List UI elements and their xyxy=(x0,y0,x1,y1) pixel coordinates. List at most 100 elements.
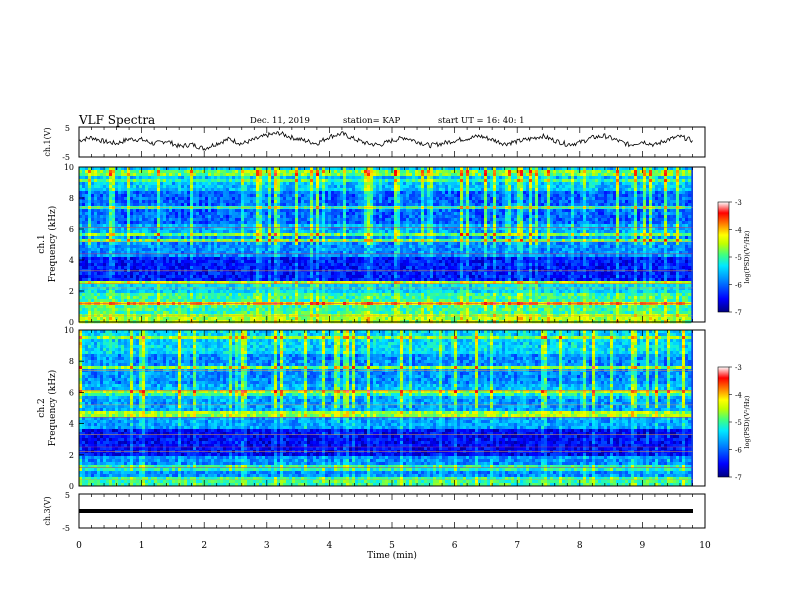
spectrogram-cell xyxy=(175,224,178,227)
spectrogram-cell xyxy=(607,212,610,215)
spectrogram-cell xyxy=(109,218,112,221)
spectrogram-cell xyxy=(652,218,655,221)
spectrogram-cell xyxy=(415,209,418,212)
spectrogram-cell xyxy=(394,170,397,173)
spectrogram-cell xyxy=(451,233,454,236)
spectrogram-cell xyxy=(88,182,91,185)
spectrogram-cell xyxy=(550,224,553,227)
spectrogram-cell xyxy=(625,182,628,185)
spectrogram-cell xyxy=(232,194,235,197)
spectrogram-cell xyxy=(565,209,568,212)
spectrogram-cell xyxy=(184,197,187,200)
spectrogram-cell xyxy=(637,206,640,209)
spectrogram-cell xyxy=(613,221,616,224)
spectrogram-cell xyxy=(574,230,577,233)
spectrogram-cell xyxy=(514,176,517,179)
spectrogram-cell xyxy=(322,218,325,221)
spectrogram-cell xyxy=(613,182,616,185)
spectrogram-cell xyxy=(400,191,403,194)
spectrogram-cell xyxy=(82,212,85,215)
spectrogram-cell xyxy=(466,173,469,176)
spectrogram-cell xyxy=(505,230,508,233)
spectrogram-cell xyxy=(628,185,631,188)
spectrogram-cell xyxy=(316,176,319,179)
spectrogram-cell xyxy=(637,203,640,206)
spectrogram-cell xyxy=(457,212,460,215)
spectrogram-cell xyxy=(313,206,316,209)
spectrogram-cell xyxy=(358,212,361,215)
spectrogram-cell xyxy=(274,221,277,224)
spectrogram-cell xyxy=(550,197,553,200)
spectrogram-cell xyxy=(172,170,175,173)
spectrogram-cell xyxy=(490,194,493,197)
spectrogram-cell xyxy=(208,224,211,227)
spectrogram-cell xyxy=(340,224,343,227)
spectrogram-cell xyxy=(460,182,463,185)
spectrogram-cell xyxy=(226,173,229,176)
spectrogram-cell xyxy=(397,188,400,191)
spectrogram-cell xyxy=(562,209,565,212)
spectrogram-cell xyxy=(91,179,94,182)
spectrogram-cell xyxy=(301,209,304,212)
spectrogram-cell xyxy=(247,224,250,227)
spectrogram-cell xyxy=(349,197,352,200)
spectrogram-cell xyxy=(523,236,526,239)
spectrogram-cell xyxy=(343,194,346,197)
spectrogram-cell xyxy=(421,212,424,215)
spectrogram-cell xyxy=(523,188,526,191)
spectrogram-cell xyxy=(544,179,547,182)
spectrogram-cell xyxy=(133,185,136,188)
spectrogram-cell xyxy=(169,179,172,182)
spectrogram-cell xyxy=(154,233,157,236)
spectrogram-cell xyxy=(658,197,661,200)
spectrogram-cell xyxy=(433,170,436,173)
spectrogram-cell xyxy=(268,212,271,215)
spectrogram-cell xyxy=(97,224,100,227)
spectrogram-cell xyxy=(559,173,562,176)
spectrogram-cell xyxy=(430,173,433,176)
spectrogram-cell xyxy=(439,209,442,212)
spectrogram-cell xyxy=(307,200,310,203)
spectrogram-cell xyxy=(91,230,94,233)
spectrogram-cell xyxy=(151,176,154,179)
spectrogram-cell xyxy=(223,191,226,194)
spectrogram-cell xyxy=(319,218,322,221)
spectrogram-cell xyxy=(622,182,625,185)
spectrogram-cell xyxy=(550,203,553,206)
spectrogram-cell xyxy=(601,215,604,218)
spectrogram-cell xyxy=(100,191,103,194)
spectrogram-cell xyxy=(457,176,460,179)
spectrogram-cell xyxy=(685,182,688,185)
spectrogram-cell xyxy=(256,182,259,185)
spectrogram-cell xyxy=(463,209,466,212)
spectrogram-cell xyxy=(193,224,196,227)
spectrogram-cell xyxy=(658,194,661,197)
spectrogram-cell xyxy=(310,173,313,176)
spectrogram-cell xyxy=(574,236,577,239)
spectrogram-cell xyxy=(109,203,112,206)
spectrogram-cell xyxy=(325,206,328,209)
spectrogram-cell xyxy=(577,206,580,209)
ch1-spectrogram-image xyxy=(79,167,692,323)
spectrogram-cell xyxy=(154,194,157,197)
spectrogram-cell xyxy=(442,188,445,191)
spectrogram-cell xyxy=(298,197,301,200)
spectrogram-cell xyxy=(250,182,253,185)
spectrogram-cell xyxy=(475,176,478,179)
spectrogram-cell xyxy=(433,200,436,203)
spectrogram-cell xyxy=(667,197,670,200)
spectrogram-cell xyxy=(370,185,373,188)
spectrogram-cell xyxy=(508,191,511,194)
spectrogram-cell xyxy=(496,194,499,197)
spectrogram-cell xyxy=(247,218,250,221)
spectrogram-cell xyxy=(562,170,565,173)
spectrogram-cell xyxy=(511,215,514,218)
spectrogram-cell xyxy=(541,221,544,224)
spectrogram-cell xyxy=(325,218,328,221)
spectrogram-cell xyxy=(589,230,592,233)
spectrogram-cell xyxy=(658,179,661,182)
spectrogram-cell xyxy=(301,230,304,233)
spectrogram-cell xyxy=(355,203,358,206)
spectrogram-cell xyxy=(220,179,223,182)
spectrogram-cell xyxy=(637,179,640,182)
